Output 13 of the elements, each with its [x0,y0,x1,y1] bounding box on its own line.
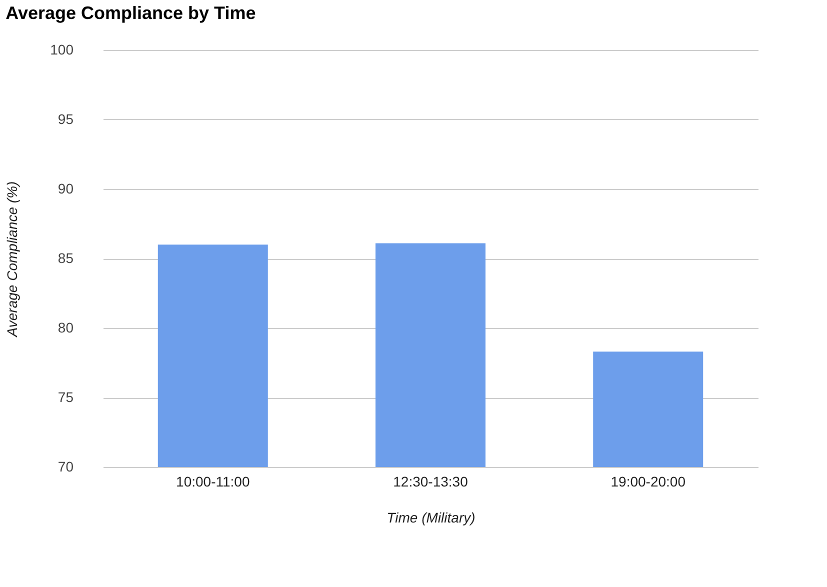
x-tick-label: 19:00-20:00 [610,474,686,490]
y-tick-label: 95 [58,111,74,127]
y-axis-title: Average Compliance (%) [4,181,20,338]
y-tick-label: 100 [50,42,74,58]
x-tick-label: 12:30-13:30 [393,474,468,490]
x-tick-label: 10:00-11:00 [176,474,250,490]
y-tick-label: 90 [58,180,74,196]
chart-title: Average Compliance by Time [6,3,256,23]
y-tick-label: 80 [58,320,74,336]
y-tick-label: 70 [58,458,74,474]
x-axis-title: Time (Military) [386,510,476,526]
y-tick-label: 75 [58,389,74,405]
y-tick-label: 85 [58,250,74,266]
